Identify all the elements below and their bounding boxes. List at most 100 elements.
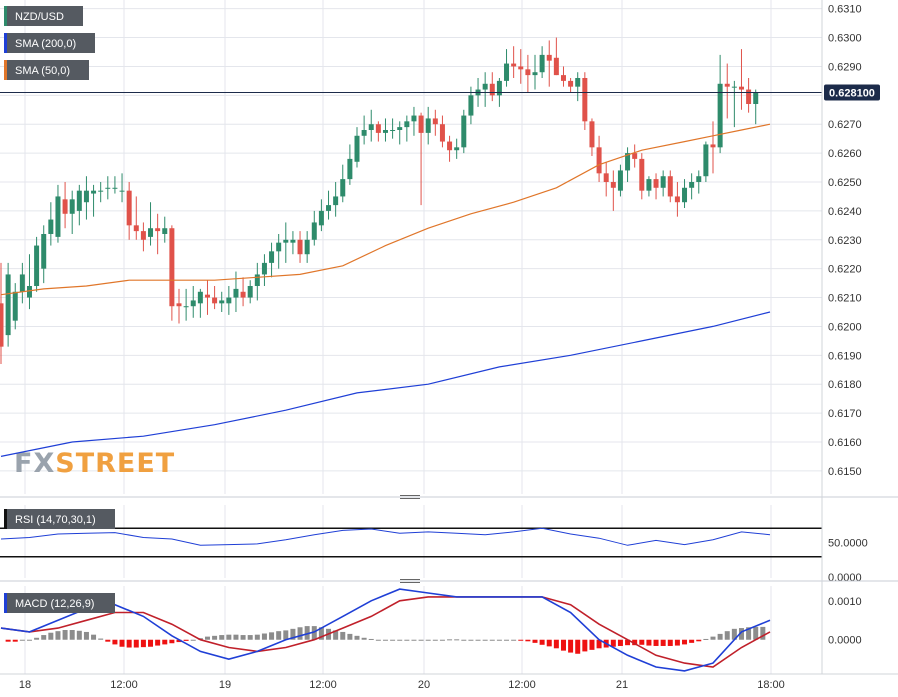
macd-histogram-bar bbox=[582, 639, 588, 652]
watermark-street: STREET bbox=[55, 448, 175, 479]
macd-histogram-bar bbox=[589, 639, 595, 650]
macd-histogram-bar bbox=[183, 639, 189, 641]
candle-body bbox=[753, 92, 759, 104]
candle-body bbox=[689, 182, 695, 188]
candle-body bbox=[254, 274, 260, 286]
macd-histogram-bar bbox=[119, 639, 125, 647]
candle-body bbox=[504, 63, 510, 81]
macd-histogram-bar bbox=[575, 639, 581, 654]
macd-histogram-bar bbox=[447, 639, 453, 641]
price-tick-label: 0.6240 bbox=[828, 206, 862, 218]
candle-body bbox=[290, 239, 296, 243]
candle-body bbox=[347, 158, 353, 180]
price-tick-label: 0.6200 bbox=[828, 321, 862, 333]
macd-histogram-bar bbox=[112, 639, 118, 645]
candle-body bbox=[91, 190, 97, 194]
price-axis[interactable]: 0.63100.63000.62900.62800.62700.62600.62… bbox=[824, 4, 880, 647]
candle-body bbox=[240, 291, 246, 298]
macd-histogram-bar bbox=[439, 639, 445, 641]
candle-body bbox=[738, 86, 744, 90]
legend-nzdusd-label: NZD/USD bbox=[15, 11, 64, 23]
macd-histogram-bar bbox=[646, 639, 652, 646]
legend-sma50-box bbox=[4, 60, 89, 80]
candle-body bbox=[261, 262, 267, 275]
candle-body bbox=[5, 274, 11, 336]
macd-histogram-bar bbox=[596, 639, 602, 649]
legend-macd-box bbox=[4, 593, 115, 613]
macd-histogram-bar bbox=[760, 626, 766, 640]
macd-histogram-bar bbox=[347, 633, 353, 640]
macd-histogram-bar bbox=[62, 630, 68, 640]
macd-histogram-bar bbox=[311, 626, 317, 640]
candle-body bbox=[582, 78, 588, 122]
macd-histogram-bar bbox=[34, 637, 40, 640]
candle-body bbox=[354, 135, 360, 162]
macd-histogram-bar bbox=[26, 639, 32, 641]
legend-sma50-swatch bbox=[4, 60, 7, 80]
candle-body bbox=[55, 196, 61, 237]
candle-body bbox=[496, 80, 502, 96]
candle-body bbox=[155, 228, 161, 232]
legend-nzdusd-swatch bbox=[4, 6, 7, 26]
macd-histogram-bar bbox=[233, 634, 239, 640]
candle-body bbox=[76, 190, 82, 211]
macd-histogram-bar bbox=[48, 632, 54, 640]
candle-body bbox=[283, 239, 289, 243]
candle-body bbox=[532, 72, 538, 76]
time-tick-label: 20 bbox=[418, 679, 430, 691]
candle-body bbox=[190, 300, 196, 307]
macd-histogram-bar bbox=[696, 639, 702, 642]
candle-body bbox=[632, 153, 638, 159]
candle-body bbox=[19, 274, 25, 292]
candle-body bbox=[546, 54, 552, 61]
candle-body bbox=[489, 83, 495, 96]
candle-body bbox=[269, 251, 275, 263]
macd-histogram-bar bbox=[539, 639, 545, 645]
macd-histogram-bar bbox=[254, 634, 260, 640]
candle-body bbox=[276, 242, 282, 252]
candle-body bbox=[525, 69, 531, 76]
time-axis[interactable]: 18 12:00 19 12:00 20 12:00 21 18:00 bbox=[19, 679, 785, 691]
macd-histogram-bar bbox=[304, 626, 310, 640]
macd-histogram-bar bbox=[176, 639, 182, 643]
macd-histogram-bar bbox=[261, 633, 267, 640]
candle-body bbox=[176, 303, 182, 307]
legend-rsi-box bbox=[4, 509, 115, 529]
watermark-fx: FX bbox=[14, 448, 55, 479]
macd-histogram-bar bbox=[375, 639, 381, 641]
price-tick-label: 0.6260 bbox=[828, 148, 862, 160]
candle-body bbox=[326, 205, 332, 211]
macd-histogram-bar bbox=[610, 639, 616, 647]
macd-histogram-bar bbox=[724, 631, 730, 640]
time-tick-label: 12:00 bbox=[508, 679, 536, 691]
current-price-label: 0.628100 bbox=[829, 87, 875, 99]
price-tick-label: 0.6180 bbox=[828, 379, 862, 391]
macd-histogram-bar bbox=[674, 639, 680, 646]
price-tick-label: 0.6190 bbox=[828, 350, 862, 362]
price-tick-label: 0.6150 bbox=[828, 466, 862, 478]
macd-histogram-bar bbox=[689, 639, 695, 643]
macd-histogram-bar bbox=[717, 633, 723, 640]
macd-histogram-bar bbox=[667, 639, 673, 646]
legend-rsi-swatch bbox=[4, 509, 7, 529]
candle-body bbox=[575, 78, 581, 87]
candle-body bbox=[660, 176, 666, 188]
candle-body bbox=[468, 95, 474, 116]
candle-body bbox=[710, 144, 716, 148]
macd-histogram-bar bbox=[390, 639, 396, 641]
candle-body bbox=[539, 54, 545, 73]
legend-nzdusd-box bbox=[4, 6, 83, 26]
macd-histogram-bar bbox=[361, 637, 367, 640]
candle-body bbox=[639, 158, 645, 191]
macd-histogram-bar bbox=[226, 634, 232, 640]
sma50-line bbox=[0, 123, 771, 296]
macd-histogram-bar bbox=[269, 632, 275, 640]
macd-histogram-bar bbox=[5, 639, 11, 642]
price-tick-label: 0.6310 bbox=[828, 4, 862, 16]
macd-histogram-bar bbox=[625, 639, 631, 646]
svg-text:FXSTREET: FXSTREET bbox=[14, 448, 175, 479]
macd-histogram-bar bbox=[660, 639, 666, 646]
candle-body bbox=[26, 286, 32, 298]
candle-body bbox=[34, 245, 40, 286]
